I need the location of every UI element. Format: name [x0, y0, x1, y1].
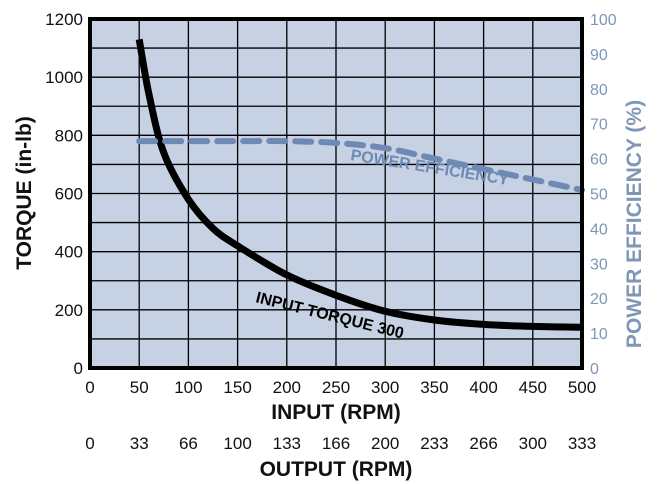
x-tick-label: 350 [420, 378, 448, 397]
grid-lines [90, 19, 582, 368]
y2-tick-label: 30 [590, 256, 608, 273]
plot-border [88, 17, 584, 370]
torque-series-line [135, 38, 583, 331]
y2-tick-label: 40 [590, 221, 608, 238]
x-tick-label: 450 [519, 378, 547, 397]
y-tick-label: 800 [55, 126, 83, 145]
x-tick-label: 250 [322, 378, 350, 397]
y-tick-label: 1000 [45, 68, 83, 87]
y2-axis-title: POWER EFFICIENCY (%) [623, 100, 646, 348]
y2-tick-label: 60 [590, 152, 608, 169]
x-axis-title: INPUT (RPM) [271, 401, 401, 424]
x2-tick-label: 200 [371, 434, 399, 453]
y2-axis-ticks: 0 10 20 30 40 50 60 70 80 90 100 [590, 12, 617, 378]
x2-tick-label: 266 [469, 434, 497, 453]
x-tick-label: 200 [273, 378, 301, 397]
y2-tick-label: 80 [590, 82, 608, 99]
y2-tick-label: 10 [590, 326, 608, 343]
efficiency-series-line [136, 138, 585, 194]
x-tick-label: 100 [174, 378, 202, 397]
x-tick-label: 0 [85, 378, 94, 397]
x2-tick-label: 0 [85, 434, 94, 453]
x2-tick-label: 100 [223, 434, 251, 453]
y2-tick-label: 50 [590, 187, 608, 204]
x-axis-ticks: 0 50 100 150 200 250 300 350 400 450 500 [85, 378, 596, 397]
x2-tick-label: 233 [420, 434, 448, 453]
x2-axis-ticks: 0 33 66 100 133 166 200 233 266 300 333 [85, 434, 596, 453]
y2-tick-label: 90 [590, 47, 608, 64]
x-tick-label: 150 [223, 378, 251, 397]
y2-tick-label: 20 [590, 291, 608, 308]
x-tick-label: 400 [469, 378, 497, 397]
x2-tick-label: 66 [179, 434, 198, 453]
series-layer [135, 38, 585, 331]
x2-tick-label: 333 [568, 434, 596, 453]
y-tick-label: 200 [55, 301, 83, 320]
y2-tick-label: 100 [590, 12, 617, 29]
x2-tick-label: 300 [519, 434, 547, 453]
y-tick-label: 1200 [45, 10, 83, 29]
x-tick-label: 50 [130, 378, 149, 397]
x2-tick-label: 133 [273, 434, 301, 453]
x2-axis-title: OUTPUT (RPM) [260, 458, 413, 481]
y-tick-label: 600 [55, 185, 83, 204]
y-tick-label: 0 [74, 359, 83, 378]
y-axis-title: TORQUE (in-lb) [13, 116, 36, 270]
x-tick-label: 500 [568, 378, 596, 397]
x2-tick-label: 166 [322, 434, 350, 453]
y2-tick-label: 0 [590, 361, 599, 378]
y-tick-label: 400 [55, 243, 83, 262]
y-axis-ticks: 0 200 400 600 800 1000 1200 [45, 10, 83, 378]
x-tick-label: 300 [371, 378, 399, 397]
x2-tick-label: 33 [130, 434, 149, 453]
y2-tick-label: 70 [590, 117, 608, 134]
